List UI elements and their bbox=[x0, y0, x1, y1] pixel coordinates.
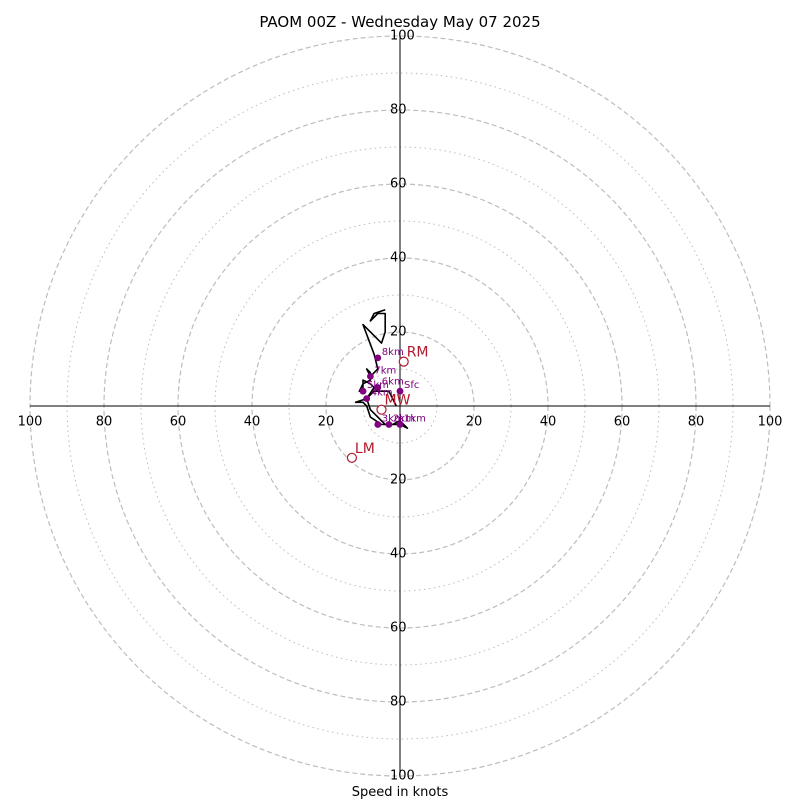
level-label: 6km bbox=[382, 377, 404, 388]
level-label: 2km bbox=[393, 414, 415, 425]
tick-label: 80 bbox=[96, 415, 113, 430]
tick-label: 100 bbox=[18, 415, 43, 430]
storm-motion-markers: RM LM MW bbox=[346, 345, 429, 463]
tick-label: 20 bbox=[390, 473, 407, 488]
height-markers: Sfc1km2km3km4km5km6km7km8km bbox=[359, 347, 426, 428]
level-label: 8km bbox=[382, 347, 404, 358]
tick-label: 40 bbox=[244, 415, 261, 430]
level-label: 3km bbox=[382, 414, 404, 425]
tick-label: 40 bbox=[390, 251, 407, 266]
level-marker bbox=[396, 421, 404, 428]
storm-motion-marker bbox=[346, 452, 357, 463]
level-marker bbox=[385, 421, 393, 428]
tick-label: 100 bbox=[390, 769, 415, 784]
tick-label: 60 bbox=[614, 415, 631, 430]
axes bbox=[30, 36, 770, 776]
storm-motion-marker bbox=[376, 404, 387, 415]
tick-label: 80 bbox=[390, 103, 407, 118]
storm-motion-label: MW bbox=[385, 393, 411, 409]
tick-label: 80 bbox=[688, 415, 705, 430]
level-label: 7km bbox=[374, 365, 396, 376]
storm-motion-label: LM bbox=[355, 441, 375, 457]
tick-label: 60 bbox=[170, 415, 187, 430]
tick-label: 20 bbox=[390, 325, 407, 340]
chart-title: PAOM 00Z - Wednesday May 07 2025 bbox=[259, 13, 540, 31]
tick-label: 60 bbox=[390, 177, 407, 192]
level-marker bbox=[396, 387, 404, 395]
level-label: 4km bbox=[371, 388, 393, 399]
level-marker bbox=[363, 395, 371, 402]
tick-labels: 20 20 20 20 40 40 40 40 60 60 60 60 80 80 80 80 100 100 10… bbox=[18, 29, 783, 784]
storm-motion-marker bbox=[398, 356, 409, 367]
level-marker bbox=[374, 354, 382, 362]
level-label: 1km bbox=[404, 414, 426, 425]
tick-label: 20 bbox=[466, 415, 483, 430]
level-marker bbox=[374, 384, 382, 391]
tick-label: 40 bbox=[390, 547, 407, 562]
level-label: Sfc bbox=[404, 380, 419, 391]
tick-label: 100 bbox=[390, 29, 415, 44]
level-marker bbox=[367, 373, 374, 380]
x-axis-label: Speed in knots bbox=[352, 785, 449, 800]
tick-label: 100 bbox=[758, 415, 783, 430]
level-marker bbox=[374, 421, 382, 428]
level-marker bbox=[359, 387, 367, 395]
tick-label: 40 bbox=[540, 415, 557, 430]
storm-motion-label: RM bbox=[407, 345, 429, 361]
tick-label: 20 bbox=[318, 415, 335, 430]
tick-label: 80 bbox=[390, 695, 407, 710]
hodograph-trace bbox=[354, 309, 409, 430]
hodograph-line bbox=[354, 309, 409, 430]
tick-label: 60 bbox=[390, 621, 407, 636]
